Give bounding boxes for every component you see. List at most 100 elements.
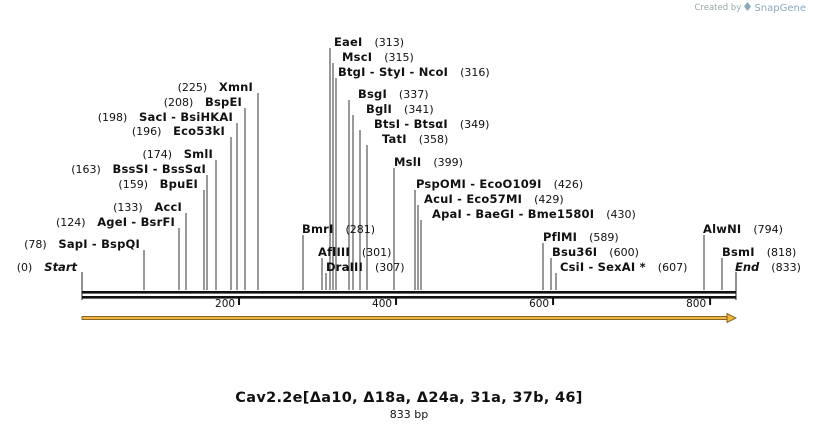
enzyme-name: AcuI - Eco57MI	[424, 192, 523, 206]
restriction-site-label[interactable]: BsmI (818)	[722, 245, 796, 260]
site-position: (198)	[97, 111, 128, 124]
enzyme-name: EaeI	[334, 35, 363, 49]
start-label: (0) Start	[17, 260, 77, 275]
enzyme-name: MscI	[342, 50, 373, 64]
enzyme-name: SmlI	[183, 147, 213, 161]
enzyme-name: AflIII	[318, 245, 350, 259]
restriction-site-label[interactable]: ApaI - BaeGI - Bme1580I (430)	[432, 207, 636, 222]
restriction-site-label[interactable]: (133) AccI	[113, 200, 182, 215]
enzyme-name: BtsI - BtsαI	[374, 117, 448, 131]
enzyme-name: BtgI - StyI - NcoI	[338, 65, 449, 79]
site-position: (313)	[374, 36, 405, 49]
enzyme-name: BspEI	[205, 95, 242, 109]
site-position: (307)	[375, 261, 405, 274]
site-position: (315)	[384, 51, 414, 64]
snapgene-icon	[744, 2, 752, 11]
enzyme-name: PflMI	[543, 230, 578, 244]
enzyme-name: AlwNI	[703, 222, 742, 236]
site-position: (281)	[345, 223, 376, 236]
restriction-site-label[interactable]: MslI (399)	[394, 155, 463, 170]
tick-mark	[238, 297, 241, 305]
start-name: Start	[44, 260, 77, 274]
restriction-site-label[interactable]: BtgI - StyI - NcoI (316)	[338, 65, 490, 80]
site-position: (174)	[142, 148, 173, 161]
site-position: (159)	[118, 178, 149, 191]
map-title: Cav2.2e[Δa10, Δ18a, Δ24a, 31a, 37b, 46]	[235, 390, 583, 406]
restriction-site-label[interactable]: (196) Eco53kI	[132, 124, 225, 139]
site-position: (349)	[459, 118, 490, 131]
site-position: (818)	[766, 246, 797, 259]
restriction-site-label[interactable]: AflIII (301)	[318, 245, 391, 260]
end-label: End (833)	[735, 260, 801, 275]
site-position: (589)	[589, 231, 619, 244]
restriction-site-label[interactable]: (198) SacI - BsiHKAI	[98, 110, 233, 125]
restriction-site-label[interactable]: EaeI (313)	[334, 35, 404, 50]
start-position: (0)	[16, 261, 33, 274]
map-length: 833 bp	[389, 408, 429, 421]
restriction-site-label[interactable]: BsgI (337)	[358, 87, 429, 102]
restriction-site-label[interactable]: (225) XmnI	[178, 80, 253, 95]
site-position: (600)	[609, 246, 639, 259]
site-position: (225)	[177, 81, 208, 94]
enzyme-name: PspOMI - EcoO109I	[416, 177, 542, 191]
tick-label: 200	[215, 298, 236, 310]
restriction-site-label[interactable]: TatI (358)	[382, 132, 448, 147]
enzyme-name: BsmI	[722, 245, 755, 259]
restriction-site-label[interactable]: Bsu36I (600)	[552, 245, 639, 260]
restriction-site-label[interactable]: (78) SapI - BspQI	[24, 237, 140, 252]
site-position: (430)	[606, 208, 636, 221]
restriction-site-label[interactable]: AlwNI (794)	[703, 222, 783, 237]
restriction-site-label[interactable]: (174) SmlI	[142, 147, 213, 162]
restriction-site-label[interactable]: BtsI - BtsαI (349)	[374, 117, 489, 132]
site-position: (429)	[534, 193, 564, 206]
enzyme-name: BssSI - BssSαI	[112, 162, 206, 176]
site-position: (163)	[71, 163, 101, 176]
feature-arrow[interactable]	[81, 312, 737, 324]
enzyme-name: Bsu36I	[552, 245, 598, 259]
feature-arrowhead	[726, 312, 737, 324]
enzyme-name: SapI - BspQI	[58, 237, 140, 251]
end-name: End	[735, 260, 760, 274]
credit-text: Created by	[694, 3, 742, 13]
restriction-site-label[interactable]: BmrI (281)	[302, 222, 375, 237]
restriction-site-label[interactable]: PspOMI - EcoO109I (426)	[416, 177, 583, 192]
site-position: (607)	[657, 261, 688, 274]
enzyme-name: BmrI	[302, 222, 334, 236]
site-position: (316)	[460, 66, 490, 79]
restriction-site-label[interactable]: BglI (341)	[366, 102, 434, 117]
feature-body	[81, 316, 729, 320]
restriction-site-label[interactable]: (208) BspEI	[164, 95, 242, 110]
site-position: (78)	[24, 238, 47, 251]
site-position: (196)	[131, 125, 162, 138]
enzyme-name: MslI	[394, 155, 422, 169]
tick-label: 800	[686, 298, 707, 310]
sequence-strand-bottom	[82, 296, 736, 299]
tick-mark	[709, 297, 712, 305]
site-position: (337)	[398, 88, 429, 101]
enzyme-name: ApaI - BaeGI - Bme1580I	[432, 207, 595, 221]
restriction-site-label[interactable]: DraIII (307)	[326, 260, 405, 275]
tick-label: 600	[529, 298, 550, 310]
site-position: (208)	[163, 96, 194, 109]
enzyme-name: CsiI - SexAI *	[560, 260, 646, 274]
restriction-site-label[interactable]: (124) AgeI - BsrFI	[56, 215, 175, 230]
site-position: (399)	[433, 156, 463, 169]
restriction-site-label[interactable]: CsiI - SexAI * (607)	[560, 260, 687, 275]
snapgene-logo: SnapGene	[744, 2, 806, 14]
restriction-site-label[interactable]: (163) BssSI - BssSαI	[71, 162, 206, 177]
restriction-site-label[interactable]: AcuI - Eco57MI (429)	[424, 192, 564, 207]
enzyme-name: TatI	[382, 132, 407, 146]
enzyme-name: BpuEI	[159, 177, 198, 191]
tick-mark	[395, 297, 398, 305]
enzyme-name: XmnI	[218, 80, 253, 94]
site-position: (341)	[404, 103, 434, 116]
restriction-site-label[interactable]: MscI (315)	[342, 50, 414, 65]
site-position: (124)	[55, 216, 86, 229]
site-position: (301)	[361, 246, 392, 259]
restriction-site-label[interactable]: (159) BpuEI	[118, 177, 198, 192]
site-position: (794)	[753, 223, 783, 236]
restriction-site-label[interactable]: PflMI (589)	[543, 230, 619, 245]
enzyme-name: BsgI	[358, 87, 387, 101]
site-position: (133)	[113, 201, 143, 214]
